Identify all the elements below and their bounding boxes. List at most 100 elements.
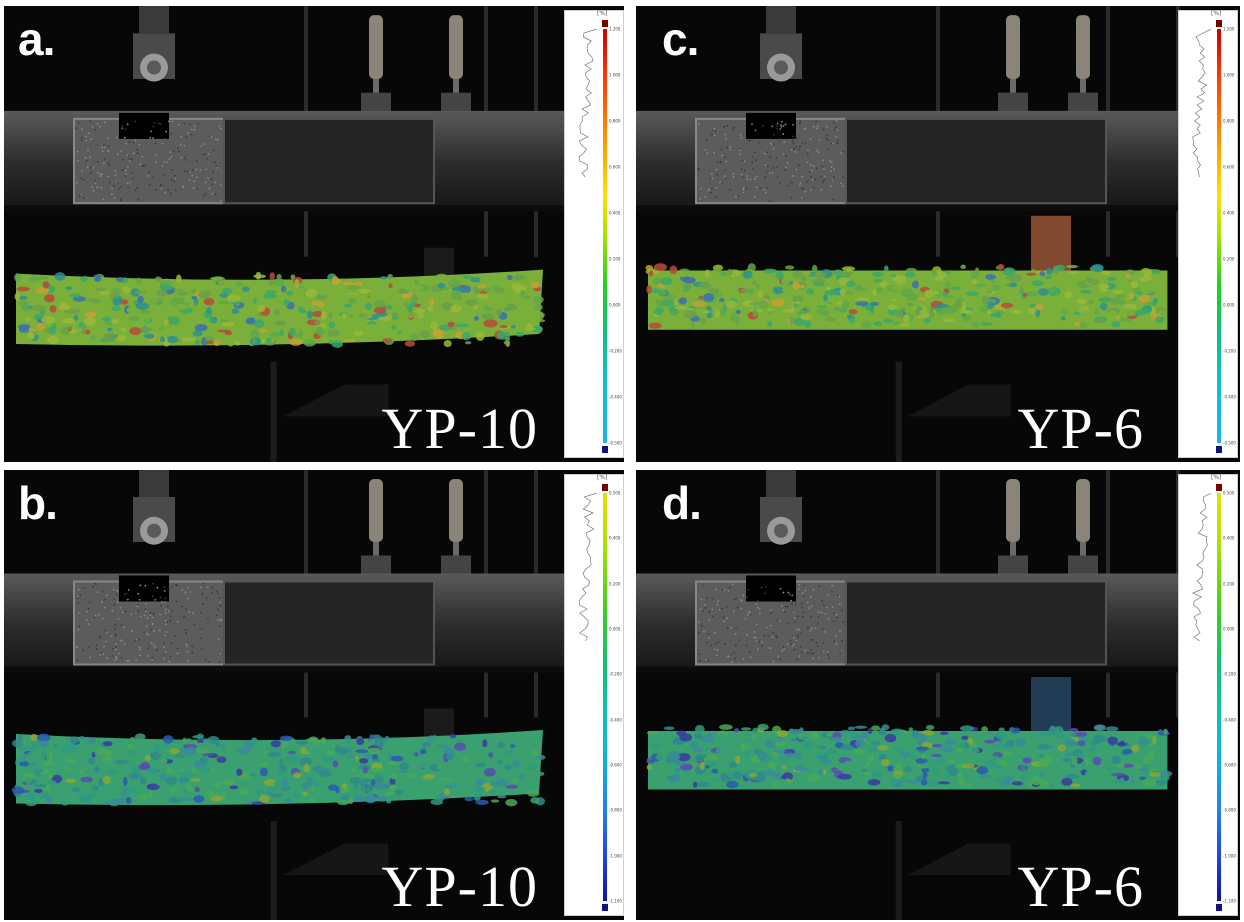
beam-flange (4, 205, 612, 212)
legend-tick-label: -0.200 (609, 671, 622, 677)
panel-label: c. (662, 13, 699, 65)
legend-tick-label: 0.800 (609, 118, 621, 124)
legend-under-range-swatch (602, 904, 608, 911)
gauge-clamp (441, 555, 471, 578)
legend-tick-labels: 0.500 0.400 0.200 0.000 -0.200 -0.400 -0.600 -0… (609, 490, 623, 904)
displacement-gauge (369, 15, 383, 79)
legend-tick-label: -0.400 (609, 394, 622, 400)
gauge-clamp (441, 92, 471, 116)
strain-color-legend: [%] 0.500 0.400 0.200 0.000 -0.200 -0.400 -0.6… (564, 474, 624, 916)
panel-d: d. YP-6 [%] 0.500 0.400 0.200 0.000 -0.200 -0… (636, 470, 1240, 920)
beam-flange (636, 666, 1228, 673)
histogram-line (578, 29, 598, 178)
legend-tick-label: 0.400 (609, 210, 621, 216)
specimen-label: YP-6 (1017, 396, 1144, 461)
beam-notch (746, 112, 796, 139)
beam-notch (119, 112, 169, 139)
lower-post (895, 821, 902, 920)
legend-tick-label: 1.000 (609, 72, 621, 78)
legend-tick-label: 0.000 (1223, 302, 1235, 308)
dic-strain-overlay (11, 730, 546, 807)
legend-unit: [%] (1211, 10, 1222, 17)
legend-color-bar (1217, 29, 1221, 443)
bottom-support (283, 384, 389, 417)
load-ram (766, 6, 796, 34)
legend-tick-label: 0.500 (609, 490, 621, 496)
legend-unit: [%] (597, 474, 608, 481)
panel-a: a. YP-10 [%] 1.200 1.000 0.800 0.600 0.400 0.… (4, 6, 624, 462)
legend-tick-label: -0.500 (1223, 440, 1236, 446)
strain-color-legend: [%] 1.200 1.000 0.800 0.600 0.400 0.200 0.000 -… (1178, 10, 1238, 458)
gauge-clamp (1068, 92, 1098, 116)
histogram-line (579, 493, 598, 642)
test-rig-photo (4, 6, 624, 462)
load-plate-overlay (1031, 215, 1071, 271)
legend-tick-label: 0.400 (1223, 535, 1235, 541)
legend-tick-label: 0.600 (1223, 164, 1235, 170)
legend-tick-label: 1.200 (609, 26, 621, 32)
legend-over-range-swatch (1216, 20, 1222, 27)
load-ram (139, 6, 169, 34)
legend-histogram-curve (1191, 493, 1212, 642)
specimen-label: YP-6 (1017, 854, 1144, 919)
legend-tick-label: -0.600 (609, 762, 622, 768)
legend-histogram-curve (578, 29, 598, 178)
legend-tick-label: 1.000 (1223, 72, 1235, 78)
beam-flange (4, 666, 612, 673)
dic-strain-overlay (645, 263, 1168, 330)
legend-tick-labels: 1.200 1.000 0.800 0.600 0.400 0.200 0.000 -0.20… (609, 26, 623, 446)
lower-post (270, 361, 277, 462)
gauge-clamp (998, 92, 1028, 116)
test-rig-photo (636, 470, 1240, 920)
legend-tick-label: -1.100 (609, 898, 622, 904)
legend-under-range-swatch (1216, 446, 1222, 453)
beam-web (223, 117, 435, 205)
beam-web (845, 580, 1107, 666)
legend-over-range-swatch (602, 20, 608, 27)
beam-web (845, 117, 1107, 205)
legend-tick-label: -0.500 (609, 440, 622, 446)
legend-tick-label: 1.200 (1223, 26, 1235, 32)
legend-color-bar (603, 493, 607, 901)
histogram-line (1192, 29, 1212, 178)
legend-tick-label: -0.800 (1223, 807, 1236, 813)
legend-tick-label: 0.000 (1223, 626, 1235, 632)
dark-background (4, 470, 624, 920)
legend-tick-label: -1.100 (1223, 898, 1236, 904)
legend-tick-label: -0.400 (1223, 717, 1236, 723)
beam-web (223, 580, 435, 666)
legend-tick-label: -0.200 (609, 348, 622, 354)
lower-post (270, 821, 277, 920)
displacement-gauge (1006, 15, 1020, 79)
beam-notch (746, 575, 796, 602)
test-rig-photo (4, 470, 624, 920)
legend-tick-label: -0.200 (1223, 348, 1236, 354)
legend-over-range-swatch (602, 484, 608, 491)
panel-label: d. (662, 477, 702, 529)
displacement-gauge (1006, 479, 1020, 542)
legend-tick-label: 0.500 (1223, 490, 1235, 496)
legend-over-range-swatch (1216, 484, 1222, 491)
legend-color-bar (603, 29, 607, 443)
legend-tick-label: -0.200 (1223, 671, 1236, 677)
legend-tick-label: -0.600 (1223, 762, 1236, 768)
panel-b: b. YP-10 [%] 0.500 0.400 0.200 0.000 -0.200 -… (4, 470, 624, 920)
displacement-gauge (449, 15, 463, 79)
specimen-label: YP-10 (381, 854, 538, 919)
legend-tick-label: -0.400 (1223, 394, 1236, 400)
displacement-gauge (1076, 15, 1090, 79)
legend-tick-label: 0.000 (609, 626, 621, 632)
panel-label: b. (18, 477, 58, 529)
gauge-clamp (361, 555, 391, 578)
legend-tick-label: 0.200 (609, 256, 621, 262)
legend-tick-label: 0.200 (1223, 256, 1235, 262)
legend-tick-label: 0.800 (1223, 118, 1235, 124)
legend-tick-labels: 1.200 1.000 0.800 0.600 0.400 0.200 0.000 -0.20… (1223, 26, 1237, 446)
legend-tick-label: 0.000 (609, 302, 621, 308)
displacement-gauge (449, 479, 463, 542)
gauge-clamp (1068, 555, 1098, 578)
strain-color-legend: [%] 0.500 0.400 0.200 0.000 -0.200 -0.400 -0.6… (1178, 474, 1238, 916)
legend-tick-label: 0.200 (1223, 581, 1235, 587)
bottom-support (283, 843, 389, 875)
legend-under-range-swatch (602, 446, 608, 453)
